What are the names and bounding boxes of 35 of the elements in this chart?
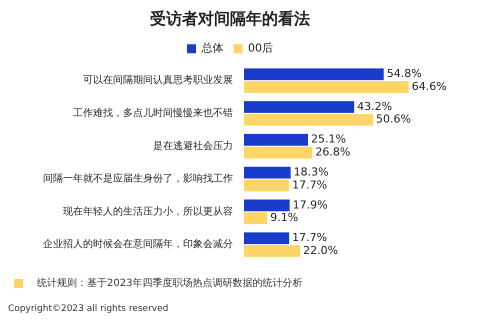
bar	[244, 200, 290, 212]
bar	[244, 245, 300, 257]
data-label: 17.7%	[292, 178, 328, 192]
bar	[244, 81, 409, 93]
bar	[244, 68, 384, 80]
bar	[244, 180, 290, 192]
bar	[244, 114, 374, 126]
data-label: 43.2%	[357, 100, 392, 113]
bar	[244, 232, 290, 244]
data-label: 25.1%	[311, 132, 346, 146]
bar	[244, 166, 291, 178]
legend-label: 00后	[248, 42, 273, 55]
data-label: 18.3%	[294, 165, 329, 178]
data-label: 54.8%	[386, 67, 422, 80]
data-label: 17.7%	[292, 231, 328, 244]
text: 统计规则：基于2023年四季度职场热点调研数据的统计分析	[37, 276, 302, 290]
data-label: 22.0%	[303, 244, 338, 257]
y-tick-label: 企业招人的时候会在意间隔年，印象会减分	[43, 238, 233, 250]
data-label: 26.8%	[315, 145, 350, 158]
data-label: 17.9%	[292, 198, 328, 212]
data-label: 50.6%	[376, 112, 411, 126]
bar	[244, 212, 268, 224]
bar	[244, 146, 312, 158]
bar	[244, 134, 308, 146]
bar	[244, 101, 354, 113]
legend-label: 总体	[200, 42, 224, 55]
y-tick-label: 是在逃避社会压力	[153, 140, 233, 152]
chart-title: 受访者对间隔年的看法	[149, 8, 310, 28]
y-tick-label: 间隔一年就不是应届生身份了，影响找工作	[43, 172, 233, 185]
data-label: 64.6%	[412, 80, 447, 93]
y-tick-label: 可以在间隔期间认真思考职业发展	[83, 74, 233, 86]
data-label: 9.1%	[270, 211, 298, 224]
y-tick-label: 现在年轻人的生活压力小，所以更从容	[63, 205, 233, 218]
text: Copyright©2023 all rights reserved	[8, 304, 168, 314]
y-tick-label: 工作难找，多点儿时间慢慢来也不错	[73, 106, 233, 119]
